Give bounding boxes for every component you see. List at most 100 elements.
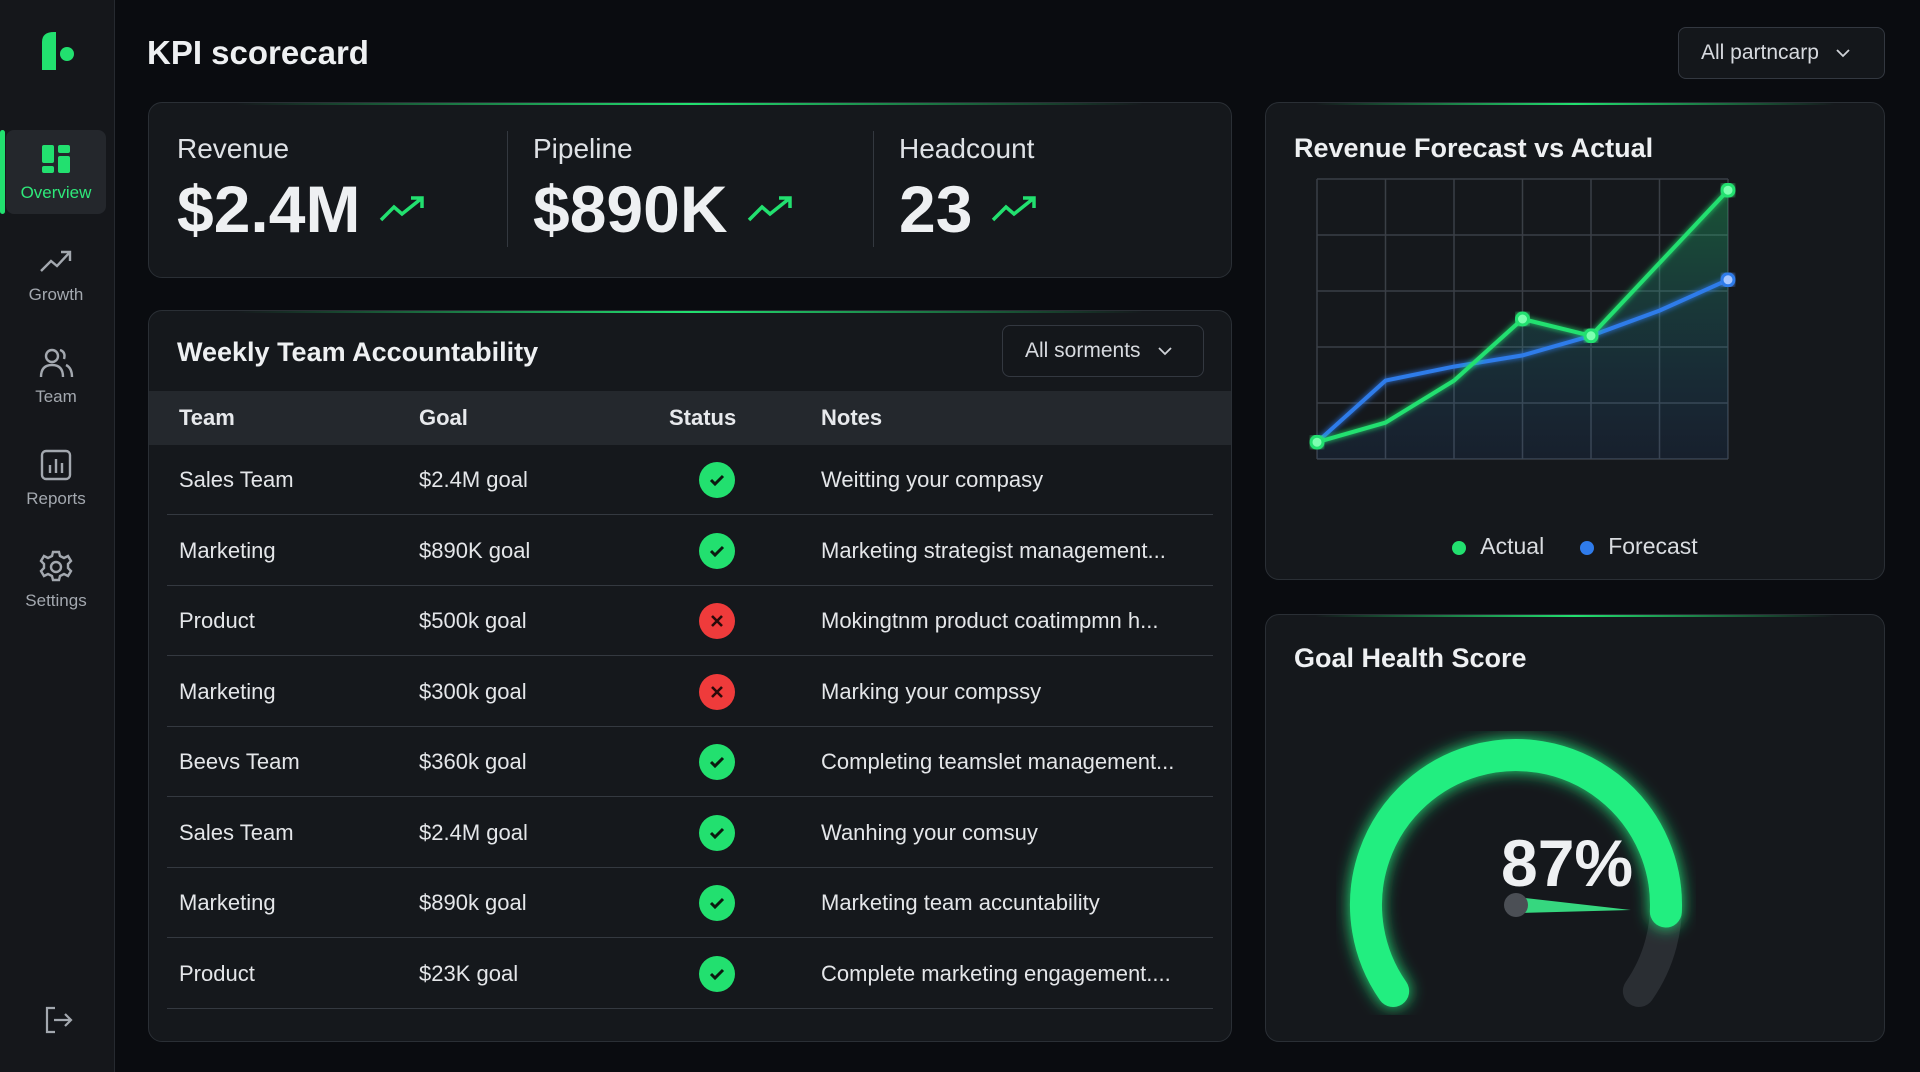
- cell-notes: Complete marketing engagement....: [821, 960, 1171, 986]
- cell-goal: $300k goal: [419, 678, 527, 704]
- data-point: [1720, 182, 1736, 198]
- column-header-status[interactable]: Status: [669, 405, 737, 430]
- bar-chart-icon: [40, 449, 72, 481]
- check-circle-icon: [699, 955, 735, 992]
- cell-team: Marketing: [179, 890, 276, 915]
- cell-goal: $2.4M goal: [419, 467, 528, 492]
- kpi-value: $890K: [533, 172, 728, 246]
- accountability-table-card: Weekly Team Accountability All sorments …: [148, 310, 1232, 1042]
- cell-goal: $500k goal: [419, 608, 527, 633]
- sidebar-item-reports[interactable]: Reports: [6, 436, 106, 520]
- data-point: [1309, 434, 1325, 450]
- kpi-value: 23: [899, 172, 973, 246]
- active-indicator: [0, 130, 5, 214]
- sidebar-item-growth[interactable]: Growth: [6, 232, 106, 316]
- kpi-headcount: Headcount 23: [899, 133, 1038, 247]
- cell-goal: $890k goal: [419, 890, 527, 915]
- gauge-hub: [1504, 893, 1528, 917]
- chevron-down-icon: [1157, 347, 1172, 356]
- segment-filter-dropdown[interactable]: All sorments: [1002, 325, 1204, 377]
- column-header-notes[interactable]: Notes: [821, 405, 883, 430]
- check-circle-icon: [699, 814, 735, 851]
- x-circle-icon: [699, 673, 735, 710]
- kpi-label: Headcount: [899, 133, 1035, 164]
- legend-item-actual: Actual: [1452, 533, 1544, 560]
- table-row[interactable]: Marketing $890K goal Marketing strategist …: [167, 516, 1213, 586]
- table-row[interactable]: Sales Team $2.4M goal Weitting your compas…: [167, 445, 1213, 515]
- table-row[interactable]: Product $500k goal Mokingtnm product coati…: [167, 586, 1213, 656]
- column-header-goal[interactable]: Goal: [419, 405, 468, 430]
- sidebar-item-label: Overview: [20, 183, 92, 202]
- check-circle-icon: [699, 885, 735, 921]
- table-title: Weekly Team Accountability: [177, 337, 539, 367]
- cell-team: Product: [179, 960, 255, 986]
- cell-notes: Marketing strategist management...: [821, 537, 1166, 563]
- kpi-label: Revenue: [177, 133, 290, 164]
- chevron-down-icon: [1836, 49, 1850, 58]
- sidebar-item-team[interactable]: Team: [6, 334, 106, 418]
- table-row[interactable]: Beevs Team $360k goal Completing teamslet …: [167, 727, 1213, 797]
- users-icon: [39, 348, 74, 378]
- cell-notes: Completing teamslet management...: [821, 749, 1175, 774]
- check-circle-icon: [699, 744, 735, 780]
- sidebar-item-label: Settings: [25, 591, 87, 610]
- data-point: [1515, 311, 1530, 327]
- page-title: KPI scorecard: [147, 34, 369, 71]
- revenue-chart-card: Revenue Forecast vs Actual Actual Foreca…: [1265, 102, 1885, 580]
- cell-goal: $360k goal: [419, 749, 527, 774]
- cell-team: Sales Team: [179, 819, 294, 845]
- cell-goal: $890K goal: [419, 537, 531, 563]
- sidebar-item-settings[interactable]: Settings: [6, 538, 106, 622]
- chart-legend: Actual Forecast: [1266, 533, 1884, 560]
- chart-title: Revenue Forecast vs Actual: [1294, 133, 1654, 163]
- legend-label: Actual: [1480, 533, 1545, 559]
- cell-notes: Marketing team accuntability: [821, 890, 1100, 915]
- cell-notes: Marking your compssy: [821, 678, 1042, 704]
- gauge-title: Goal Health Score: [1294, 643, 1527, 673]
- dropdown-value: All partncarp: [1701, 41, 1819, 64]
- trending-up-icon: [40, 250, 72, 272]
- cell-team: Beevs Team: [179, 749, 300, 774]
- legend-dot: [1580, 540, 1595, 555]
- kpi-value: $2.4M: [177, 172, 361, 246]
- kpi-pipeline: Pipeline $890K: [533, 133, 794, 247]
- table-row[interactable]: Sales Team $2.4M goal Wanhing your comsuy: [167, 798, 1213, 868]
- table-header: Team Goal Status Notes: [149, 391, 1231, 445]
- line-chart: [1309, 178, 1736, 460]
- kpi-revenue: Revenue $2.4M: [177, 133, 426, 247]
- cell-team: Product: [179, 608, 255, 633]
- sidebar-item-label: Growth: [28, 285, 84, 304]
- legend-label: Forecast: [1608, 533, 1698, 559]
- series-line-forecast: [1315, 277, 1729, 444]
- gear-icon: [39, 550, 73, 582]
- kpi-label: Pipeline: [533, 133, 633, 164]
- kpi-card: Revenue $2.4M Pipeline $890K Headcount 23: [148, 102, 1232, 278]
- cell-notes: Weitting your compasy: [821, 467, 1044, 492]
- goal-health-card: Goal Health Score 87%: [1265, 614, 1885, 1042]
- gauge-value: 87%: [1501, 826, 1634, 900]
- cell-goal: $23K goal: [419, 960, 519, 986]
- logo-icon: [42, 32, 74, 70]
- column-header-team[interactable]: Team: [179, 405, 235, 430]
- x-circle-icon: [699, 603, 735, 639]
- gauge: [1350, 739, 1682, 1008]
- table-row[interactable]: Product $23K goal Complete marketing engag…: [167, 939, 1213, 1009]
- trend-up-icon: [380, 196, 425, 222]
- trend-up-icon: [992, 196, 1037, 222]
- cell-goal: $2.4M goal: [419, 819, 528, 845]
- sidebar-item-overview[interactable]: Overview: [6, 130, 106, 214]
- legend-item-forecast: Forecast: [1580, 533, 1698, 560]
- table-row[interactable]: Marketing $890k goal Marketing team accunt…: [167, 868, 1213, 938]
- dashboard-icon: [42, 145, 70, 173]
- cell-notes: Mokingtnm product coatimpmn h...: [821, 608, 1159, 633]
- data-point: [1720, 272, 1736, 288]
- cell-notes: Wanhing your comsuy: [821, 819, 1038, 845]
- partner-filter-dropdown[interactable]: All partncarp: [1678, 27, 1885, 79]
- logout-icon[interactable]: [42, 1004, 74, 1036]
- table-row[interactable]: Marketing $300k goal Marking your compssy: [167, 657, 1213, 727]
- trend-up-icon: [747, 196, 792, 222]
- cell-team: Marketing: [179, 678, 276, 704]
- sidebar-item-label: Team: [35, 387, 77, 406]
- dropdown-value: All sorments: [1025, 339, 1141, 362]
- sidebar-item-label: Reports: [26, 489, 86, 508]
